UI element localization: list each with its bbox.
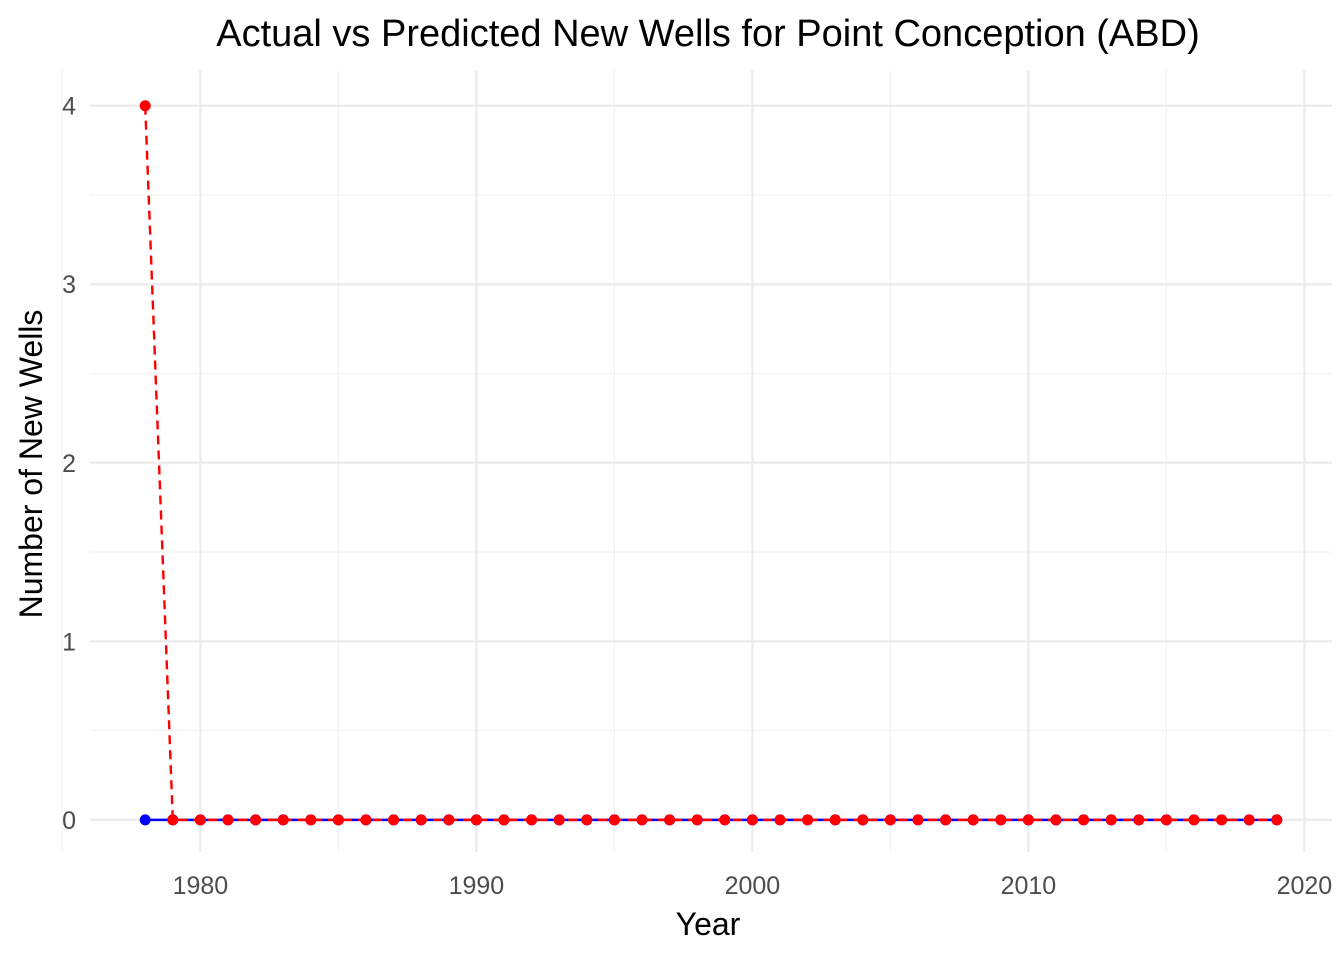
series-2-point xyxy=(277,814,289,826)
series-2-point xyxy=(829,814,841,826)
series-2-point xyxy=(498,814,510,826)
series-2-point xyxy=(746,814,758,826)
series-2-point xyxy=(139,100,151,112)
x-tick-label: 1990 xyxy=(449,872,505,900)
y-tick-label: 3 xyxy=(62,271,76,299)
series-2-point xyxy=(388,814,400,826)
series-2-point xyxy=(250,814,262,826)
series-2-point xyxy=(802,814,814,826)
x-tick-label: 2010 xyxy=(1001,872,1057,900)
series-2-point xyxy=(553,814,565,826)
series-2-point xyxy=(443,814,455,826)
x-axis-ticks: 1980 1990 2000 2010 2020 xyxy=(173,872,1333,900)
series-2-point xyxy=(194,814,206,826)
x-tick-label: 2020 xyxy=(1277,872,1333,900)
series-2-point xyxy=(305,814,317,826)
series-2-point xyxy=(1050,814,1062,826)
series-2-point xyxy=(884,814,896,826)
grid xyxy=(61,70,1332,852)
series-2-point xyxy=(222,814,234,826)
series-2-point xyxy=(995,814,1007,826)
series-2-point xyxy=(581,814,593,826)
series-2-point xyxy=(608,814,620,826)
y-tick-label: 2 xyxy=(62,450,76,478)
series-2-point xyxy=(526,814,538,826)
series-2-point xyxy=(691,814,703,826)
series-2-point xyxy=(1022,814,1034,826)
series-2-point xyxy=(1133,814,1145,826)
series-2-point xyxy=(167,814,179,826)
series-2-point xyxy=(774,814,786,826)
series-2-point xyxy=(1078,814,1090,826)
y-axis-title: Number of New Wells xyxy=(13,310,49,619)
x-tick-label: 2000 xyxy=(725,872,781,900)
x-axis-title: Year xyxy=(676,906,741,942)
y-tick-label: 0 xyxy=(62,807,76,835)
series-2-point xyxy=(360,814,372,826)
series-2 xyxy=(139,100,1283,826)
series-2-point xyxy=(967,814,979,826)
series-2-point xyxy=(857,814,869,826)
x-tick-label: 1980 xyxy=(173,872,229,900)
series-2-point xyxy=(636,814,648,826)
series-2-point xyxy=(415,814,427,826)
chart-title: Actual vs Predicted New Wells for Point … xyxy=(216,13,1199,55)
series-2-point xyxy=(912,814,924,826)
series-2-point xyxy=(1160,814,1172,826)
series-2-point xyxy=(940,814,952,826)
series-2-point xyxy=(1188,814,1200,826)
series-2-point xyxy=(1271,814,1283,826)
series-2-point xyxy=(719,814,731,826)
series-2-point xyxy=(1105,814,1117,826)
series-layer xyxy=(139,100,1283,826)
series-2-point xyxy=(1243,814,1255,826)
y-tick-label: 4 xyxy=(62,93,76,121)
y-tick-label: 1 xyxy=(62,628,76,656)
series-2-point xyxy=(1216,814,1228,826)
series-2-point xyxy=(664,814,676,826)
y-axis-ticks: 0 1 2 3 4 xyxy=(62,93,76,835)
series-1-point xyxy=(139,814,151,826)
series-2-point xyxy=(470,814,482,826)
series-2-point xyxy=(332,814,344,826)
